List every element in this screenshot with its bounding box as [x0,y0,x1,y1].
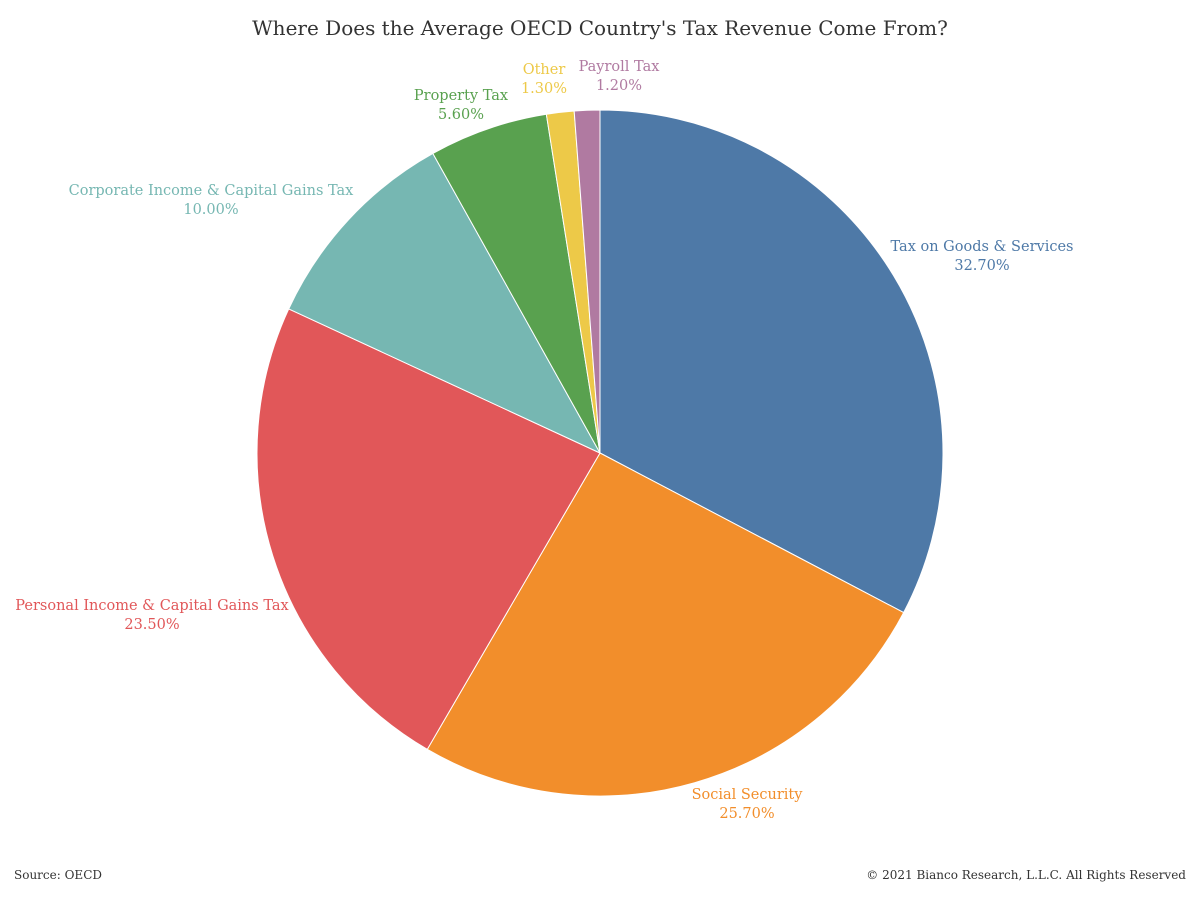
slice-value-social-security: 25.70% [719,806,774,822]
slice-value-personal-income-and-capital-gains-tax: 23.50% [124,617,179,633]
pie-slice-corporate-income-and-capital-gains-tax[interactable] [288,152,602,455]
slice-label-tax-on-goods-and-services: Tax on Goods & Services [891,239,1074,255]
slice-label-social-security: Social Security [692,787,804,803]
pie-slice-personal-income-and-capital-gains-tax[interactable] [256,308,601,751]
pie-labels: Tax on Goods & Services 32.70% Social Secu… [15,59,1073,822]
slice-value-tax-on-goods-and-services: 32.70% [954,258,1009,274]
pie-slice-tax-on-goods-and-services[interactable] [599,109,944,614]
slice-value-payroll-tax: 1.20% [596,78,642,94]
pie-slices [256,109,944,797]
slice-label-personal-income-and-capital-gains-tax: Personal Income & Capital Gains Tax [15,598,288,614]
slice-label-payroll-tax: Payroll Tax [579,59,660,75]
chart-title: Where Does the Average OECD Country's Ta… [252,16,948,40]
slice-value-property-tax: 5.60% [438,107,484,123]
slice-value-corporate-income-and-capital-gains-tax: 10.00% [183,202,238,218]
copyright-note: © 2021 Bianco Research, L.L.C. All Right… [866,868,1186,882]
source-note: Source: OECD [14,868,102,882]
slice-label-corporate-income-and-capital-gains-tax: Corporate Income & Capital Gains Tax [69,183,354,199]
slice-label-property-tax: Property Tax [414,88,508,104]
pie-slice-payroll-tax[interactable] [573,109,601,454]
pie-slice-social-security[interactable] [426,452,905,797]
slice-value-other: 1.30% [521,81,567,97]
slice-label-other: Other [523,62,566,78]
